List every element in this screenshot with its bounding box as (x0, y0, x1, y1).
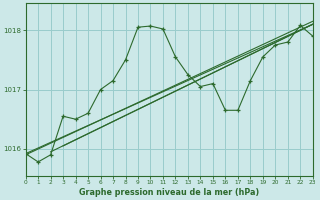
X-axis label: Graphe pression niveau de la mer (hPa): Graphe pression niveau de la mer (hPa) (79, 188, 259, 197)
